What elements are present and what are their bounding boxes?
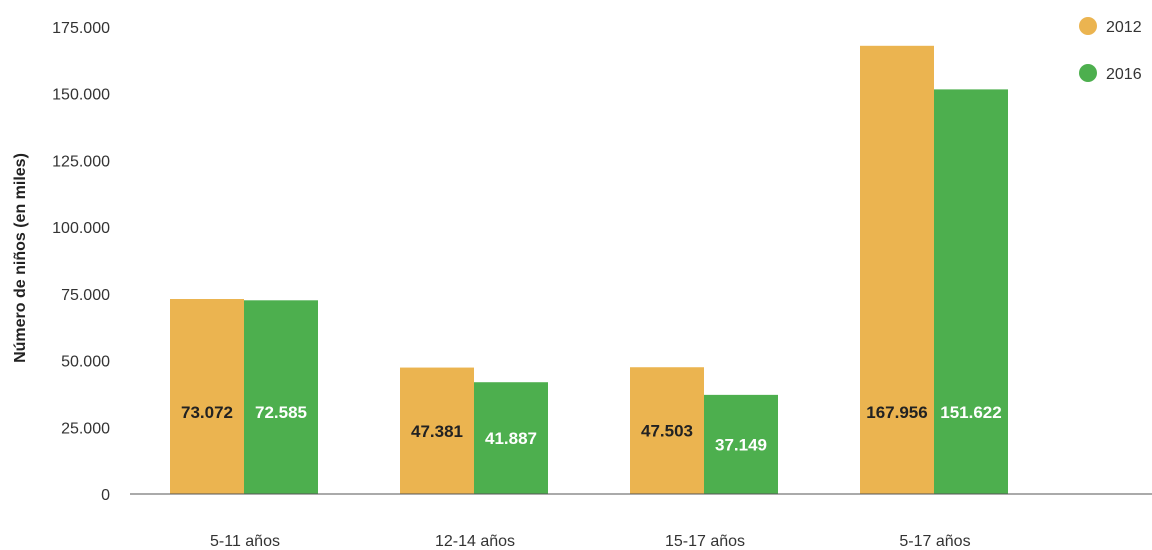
y-tick-label: 150.000 — [52, 87, 110, 104]
x-axis: 5-11 años 12-14 años 15-17 años 5-17 años — [130, 493, 1152, 550]
legend: 2012 2016 — [1079, 17, 1142, 83]
value-label: 167.956 — [866, 403, 927, 422]
bar-2016-3 — [934, 89, 1008, 494]
bar-2012-1 — [400, 367, 474, 494]
x-category-label: 12-14 años — [435, 533, 515, 550]
bar-2012-0 — [170, 299, 244, 494]
y-axis: 0 25.000 50.000 75.000 100.000 125.000 150.000… — [52, 20, 110, 504]
x-category-label: 5-11 años — [210, 533, 280, 550]
value-label: 151.622 — [940, 403, 1001, 422]
value-label: 73.072 — [181, 403, 233, 422]
bar-2012-2 — [630, 367, 704, 494]
legend-label: 2016 — [1106, 66, 1142, 83]
bar-2012-3 — [860, 45, 934, 494]
y-tick-label: 175.000 — [52, 20, 110, 37]
y-tick-label: 100.000 — [52, 220, 110, 237]
legend-label: 2012 — [1106, 19, 1142, 36]
value-label: 47.503 — [641, 422, 693, 441]
x-category-label: 5-17 años — [899, 533, 970, 550]
bar-2016-0 — [244, 300, 318, 494]
y-tick-label: 50.000 — [61, 354, 110, 371]
value-label: 41.887 — [485, 429, 537, 448]
y-tick-label: 75.000 — [61, 287, 110, 304]
y-tick-label: 125.000 — [52, 153, 110, 170]
legend-marker-2012 — [1079, 17, 1097, 35]
bars — [170, 45, 1008, 494]
y-tick-label: 0 — [101, 487, 110, 504]
value-label: 37.149 — [715, 435, 767, 454]
legend-marker-2016 — [1079, 64, 1097, 82]
value-label: 47.381 — [411, 422, 463, 441]
x-category-label: 15-17 años — [665, 533, 745, 550]
y-axis-title: Número de niños (en miles) — [12, 153, 29, 363]
value-labels: 73.072 47.381 47.503 167.956 72.585 41.887 37.… — [181, 403, 1002, 454]
bar-2016-2 — [704, 394, 778, 494]
bar-2016-1 — [474, 382, 548, 494]
y-tick-label: 25.000 — [61, 420, 110, 437]
value-label: 72.585 — [255, 403, 307, 422]
